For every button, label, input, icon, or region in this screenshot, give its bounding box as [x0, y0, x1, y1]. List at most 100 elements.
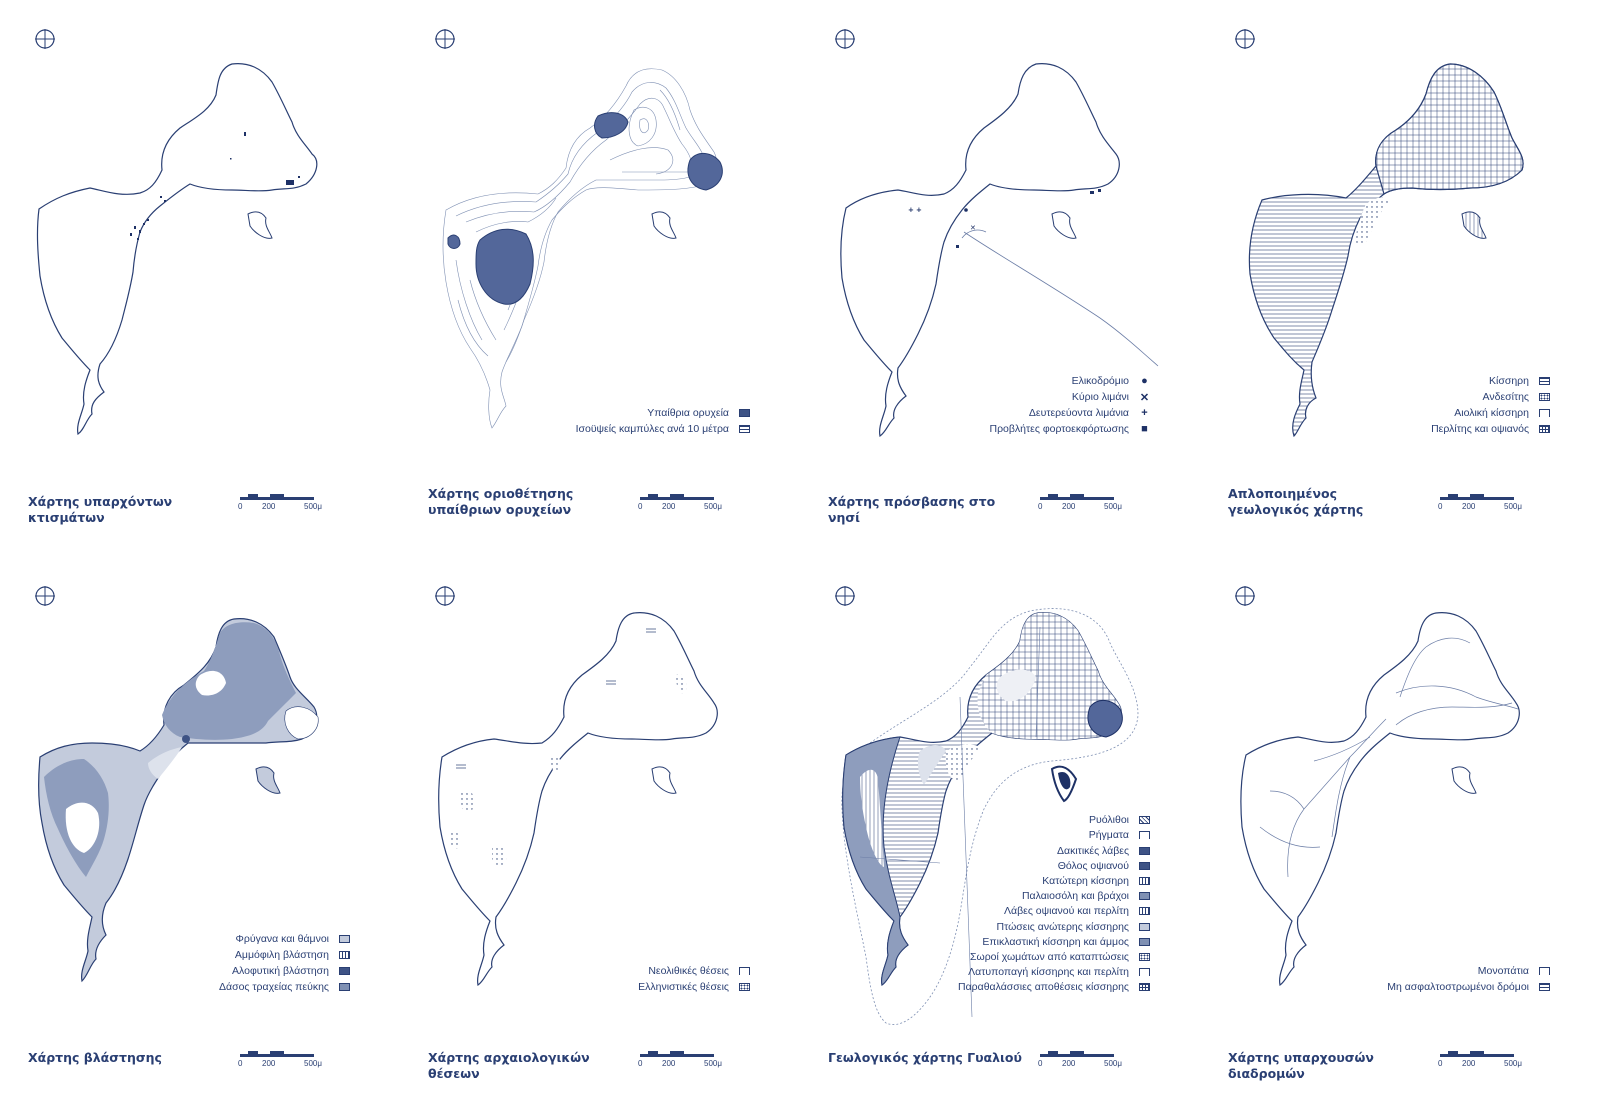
legend-item: Νεολιθικές θέσεις [520, 963, 750, 979]
scale-label-500: 500μ [1104, 502, 1122, 511]
map-legend: Νεολιθικές θέσεις Ελληνιστικές θέσεις [520, 963, 750, 995]
scale-label-200: 200 [1462, 502, 1476, 511]
north-compass-icon [835, 29, 855, 49]
legend-label: Κίσσηρη [1489, 375, 1529, 387]
legend-item: Πτώσεις ανώτερης κίσσηρης [920, 919, 1150, 934]
north-compass-icon [35, 586, 55, 606]
legend-label: Αιολική κίσσηρη [1454, 407, 1529, 419]
legend-swatch [739, 425, 750, 433]
north-compass-icon [435, 586, 455, 606]
legend-label: Δευτερεύοντα λιμάνια [1028, 407, 1129, 419]
scale-bar: 0 200 500μ [1438, 1047, 1530, 1075]
island-map [1240, 612, 1520, 986]
scale-bar: 0 200 500μ [1038, 1047, 1130, 1075]
legend-swatch [1139, 816, 1150, 825]
legend-swatch [739, 409, 750, 417]
legend-label: Δακιτικές λάβες [1057, 844, 1129, 857]
legend-item: Σωροί χωμάτων από καταπτώσεις [920, 949, 1150, 964]
legend-swatch [1539, 967, 1550, 975]
legend-label: Ανδεσίτης [1482, 391, 1529, 403]
legend-item: Αλοφυτική βλάστηση [120, 963, 350, 979]
legend-item: Παλαιοσόλη και βράχοι [920, 889, 1150, 904]
legend-item: Επικλαστική κίσσηρη και άμμος [920, 934, 1150, 949]
legend-swatch [739, 967, 750, 975]
scale-label-200: 200 [1062, 1059, 1076, 1068]
legend-marker-icon: ✕ [1139, 391, 1150, 404]
legend-swatch [1539, 393, 1550, 401]
island-map [1248, 63, 1524, 438]
legend-swatch [1139, 831, 1150, 840]
legend-item: Θόλος οψιανού [920, 858, 1150, 873]
legend-label: Προβλήτες φορτοεκφόρτωσης [989, 423, 1130, 435]
legend-item: Κατώτερη κίσσηρη [920, 873, 1150, 888]
scale-label-0: 0 [638, 1059, 643, 1068]
legend-item: Μη ασφαλτοστρωμένοι δρόμοι [1320, 979, 1550, 995]
legend-swatch [339, 967, 350, 975]
svg-text:✕: ✕ [970, 224, 976, 232]
legend-label: Υπαίθρια ορυχεία [647, 407, 729, 419]
legend-swatch [1139, 983, 1150, 992]
map-panel-vegetation [0, 547, 400, 1094]
scale-label-0: 0 [238, 1059, 243, 1068]
scale-label-200: 200 [262, 502, 276, 511]
legend-label: Μη ασφαλτοστρωμένοι δρόμοι [1387, 981, 1529, 993]
map-panel-detailed-geology [800, 547, 1200, 1094]
scale-label-0: 0 [238, 502, 243, 511]
legend-label: Ρυόλιθοι [1089, 814, 1129, 827]
scale-bar-graphic [240, 1051, 314, 1057]
scale-label-500: 500μ [1504, 502, 1522, 511]
map-legend: Ελικοδρόμιο ● Κύριο λιμάνι ✕ Δευτερεύοντα λι… [920, 373, 1150, 437]
map-title: Χάρτης βλάστησης [28, 1050, 228, 1066]
map-title-line: Χάρτης βλάστησης [28, 1050, 162, 1065]
island-map: + + ✕ [840, 63, 1159, 437]
legend-swatch [1539, 425, 1550, 433]
legend-item: Προβλήτες φορτοεκφόρτωσης ■ [920, 421, 1150, 437]
map-panel-simple-geology [1200, 0, 1600, 547]
legend-item: Δάσος τραχείας πεύκης [120, 979, 350, 995]
map-title-line: Απλοποιημένος [1228, 486, 1337, 501]
scale-bar-graphic [640, 1051, 714, 1057]
legend-label: Παραθαλάσσιες αποθέσεις κίσσηρης [958, 981, 1129, 994]
legend-label: Σωροί χωμάτων από καταπτώσεις [970, 950, 1129, 963]
legend-item: Φρύγανα και θάμνοι [120, 931, 350, 947]
scale-bar-graphic [1440, 494, 1514, 500]
legend-label: Θόλος οψιανού [1057, 859, 1129, 872]
legend-item: Ισοϋψείς καμπύλες ανά 10 μέτρα [520, 421, 750, 437]
legend-swatch [1539, 983, 1550, 991]
scale-bar: 0 200 500μ [238, 490, 330, 518]
map-title-line: Χάρτης αρχαιολογικών θέσεων [428, 1050, 590, 1081]
island-map [36, 63, 318, 435]
legend-swatch [1139, 937, 1150, 946]
map-title-line: γεωλογικός χάρτης [1228, 502, 1364, 517]
legend-swatch [339, 951, 350, 959]
svg-text:+: + [908, 206, 914, 214]
legend-item: Ανδεσίτης [1320, 389, 1550, 405]
legend-item: Λατυποπαγή κίσσηρης και περλίτη [920, 964, 1150, 979]
legend-label: Παλαιοσόλη και βράχοι [1021, 890, 1129, 903]
legend-swatch [339, 935, 350, 943]
map-panel-routes [1200, 547, 1600, 1094]
legend-swatch [339, 983, 350, 991]
legend-swatch [1139, 968, 1150, 977]
legend-swatch [1139, 952, 1150, 961]
island-map [841, 608, 1139, 1025]
legend-label: Μονοπάτια [1477, 965, 1529, 977]
scale-label-500: 500μ [704, 1059, 722, 1068]
map-title: Χάρτης οριοθέτησης υπαίθριων ορυχείων [428, 486, 628, 518]
legend-swatch [1539, 409, 1550, 417]
map-title-line: Χάρτης υπαρχόντων κτισμάτων [28, 494, 173, 525]
scale-label-500: 500μ [1104, 1059, 1122, 1068]
scale-label-0: 0 [1438, 1059, 1443, 1068]
legend-label: Αλοφυτική βλάστηση [232, 965, 329, 977]
map-panel-access: + + ✕ [800, 0, 1200, 547]
island-map [438, 612, 718, 986]
legend-label: Ρήγματα [1088, 829, 1129, 842]
legend-swatch [1139, 907, 1150, 916]
legend-swatch [739, 983, 750, 991]
legend-label: Πτώσεις ανώτερης κίσσηρης [996, 920, 1130, 933]
map-title-line: Χάρτης πρόσβασης στο νησί [828, 494, 996, 525]
map-title: Χάρτης αρχαιολογικών θέσεων [428, 1050, 628, 1082]
scale-label-200: 200 [1462, 1059, 1476, 1068]
legend-item: Ρήγματα [920, 828, 1150, 843]
svg-text:+: + [916, 206, 922, 214]
